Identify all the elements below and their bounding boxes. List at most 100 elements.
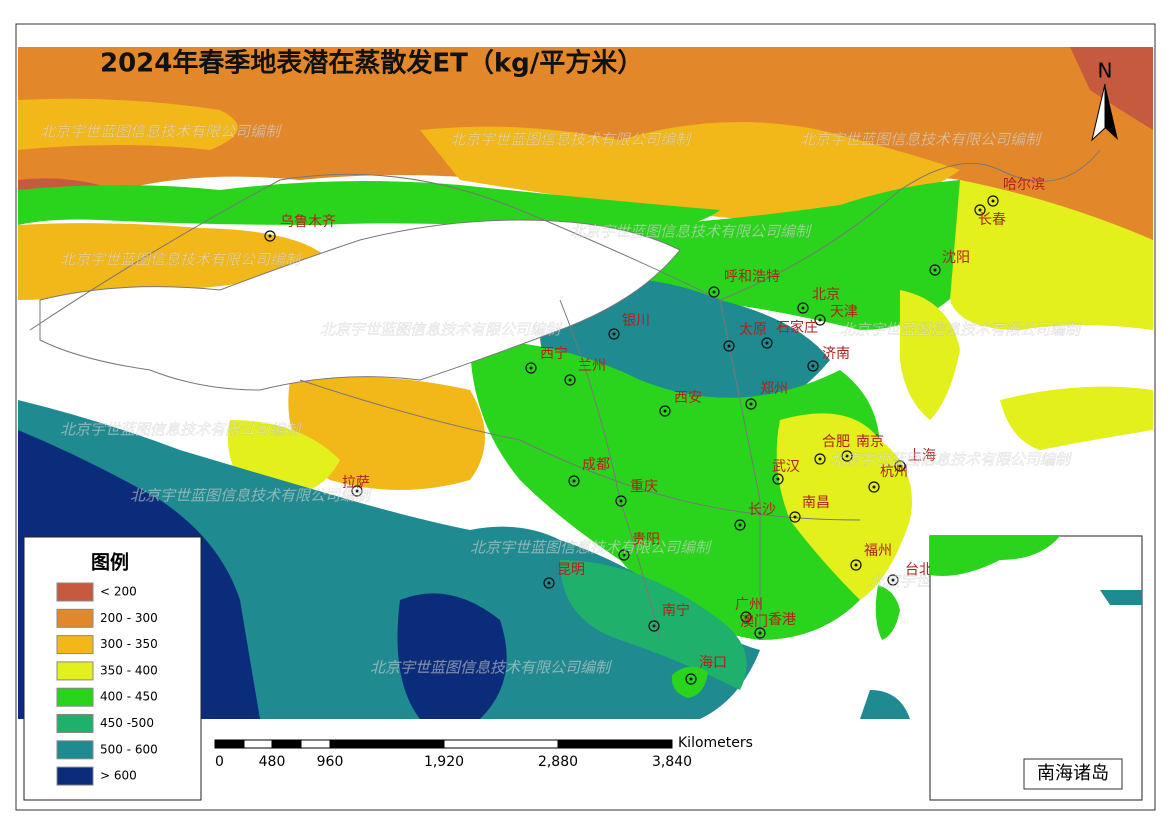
boundaries <box>29 149 1101 641</box>
city-label: 太原 <box>739 322 767 338</box>
city-dot <box>850 559 862 571</box>
watermark: 北京宇世蓝图信息技术有限公司编制 <box>60 251 303 269</box>
city-dot <box>987 195 999 207</box>
et-zone <box>18 181 720 233</box>
scale-label: 1,920 <box>424 754 464 770</box>
city-label: 哈尔滨 <box>1003 177 1045 193</box>
city-dot-center <box>612 332 616 336</box>
city-dot <box>708 286 720 298</box>
city-label: 福州 <box>864 543 892 559</box>
city-dot <box>894 460 906 472</box>
watermark: 北京宇世蓝图信息技术有限公司编制 <box>60 421 303 439</box>
city-dot-center <box>547 581 551 585</box>
city-dot-center <box>744 615 748 619</box>
city-dot <box>929 264 941 276</box>
city-dot <box>807 360 819 372</box>
scale-segment <box>300 739 331 749</box>
city-dot <box>887 574 899 586</box>
city-dot-center <box>758 631 762 635</box>
city-dot-center <box>355 489 359 493</box>
watermark: 北京宇世蓝图信息技术有限公司编制 <box>800 131 1043 149</box>
city-dot-center <box>727 344 731 348</box>
et-zone <box>875 585 900 640</box>
city-dot <box>797 302 809 314</box>
et-zone <box>1000 386 1153 450</box>
city-dot-center <box>818 457 822 461</box>
inset-label: 南海诸岛 <box>1037 763 1109 784</box>
city-dot-center <box>663 409 667 413</box>
city-label: 贵阳 <box>632 532 660 548</box>
et-zone <box>1070 47 1153 130</box>
city-label: 杭州 <box>880 464 908 480</box>
city-dot <box>814 453 826 465</box>
city-label: 郑州 <box>760 381 788 397</box>
scale-label: 2,880 <box>538 754 578 770</box>
city-label: 南昌 <box>802 495 830 511</box>
city-dot <box>618 549 630 561</box>
legend-swatch <box>56 582 94 602</box>
city-dot-center <box>652 624 656 628</box>
watermark: 北京宇世蓝图信息技术有限公司编制 <box>370 659 613 677</box>
city-dot-center <box>818 318 822 322</box>
watermark: 北京宇世蓝图信息技术有限公司编制 <box>40 123 283 141</box>
city-label: 天津 <box>830 304 858 320</box>
city-dot-center <box>898 464 902 468</box>
watermark: 北京宇世蓝图信息技术有限公司编制 <box>470 539 713 557</box>
city-dot <box>264 230 276 242</box>
city-label: 武汉 <box>772 459 800 475</box>
scale-segment <box>214 739 245 749</box>
city-label: 长沙 <box>748 502 776 518</box>
scale-segment <box>329 739 445 749</box>
scale-segment <box>443 739 559 749</box>
city-dot-center <box>978 208 982 212</box>
city-dot-center <box>933 268 937 272</box>
city-label: 广州 <box>735 597 763 613</box>
city-dot <box>814 314 826 326</box>
legend-swatch <box>56 635 94 655</box>
city-label: 济南 <box>822 346 850 362</box>
watermark: 北京宇世蓝图信息技术有限公司编制 <box>570 223 813 241</box>
watermark: 北京宇世蓝图信息技术有限公司编制 <box>450 131 693 149</box>
et-zone <box>397 593 507 719</box>
city-dot-center <box>854 563 858 567</box>
city-label: 南宁 <box>662 602 690 619</box>
city-dot-center <box>872 485 876 489</box>
et-zone <box>671 666 708 698</box>
city-dot-center <box>712 290 716 294</box>
et-zone <box>860 690 910 719</box>
city-dot-center <box>991 199 995 203</box>
scale-label: 3,840 <box>652 754 692 770</box>
legend-swatch <box>56 661 94 681</box>
city-label: 上海 <box>908 448 936 464</box>
legend-label: 500 - 600 <box>100 742 158 756</box>
scale-segment <box>557 739 673 749</box>
city-dot-center <box>765 341 769 345</box>
et-zone <box>776 413 912 600</box>
legend-swatch <box>56 687 94 707</box>
city-dot-center <box>776 477 780 481</box>
city-dot-center <box>749 402 753 406</box>
et-zone <box>900 290 960 420</box>
scale-segment <box>243 739 273 749</box>
city-label: 合肥 <box>822 434 850 450</box>
inset: 南海诸岛 <box>929 535 1143 801</box>
city-label: 成都 <box>582 457 610 473</box>
city-dot <box>868 481 880 493</box>
watermark: 北京宇世蓝图信息技术有限公司编制 <box>130 487 373 505</box>
city-dot-center <box>622 553 626 557</box>
legend-label: 300 - 350 <box>100 637 158 651</box>
et-zone <box>18 98 238 150</box>
legend: 图例 < 200 200 - 300 300 - 350 350 - 400 400 -… <box>23 536 202 801</box>
city-label: 北京 <box>812 287 840 303</box>
city-label: 拉萨 <box>342 475 370 491</box>
city-label: 兰州 <box>578 358 606 374</box>
city-dot <box>648 620 660 632</box>
legend-label: < 200 <box>100 585 137 599</box>
city-dot <box>734 519 746 531</box>
scale-unit: Kilometers <box>678 735 753 751</box>
city-label: 西宁 <box>540 345 568 362</box>
north-arrow: N <box>1091 59 1118 142</box>
legend-label: 450 -500 <box>100 716 154 730</box>
